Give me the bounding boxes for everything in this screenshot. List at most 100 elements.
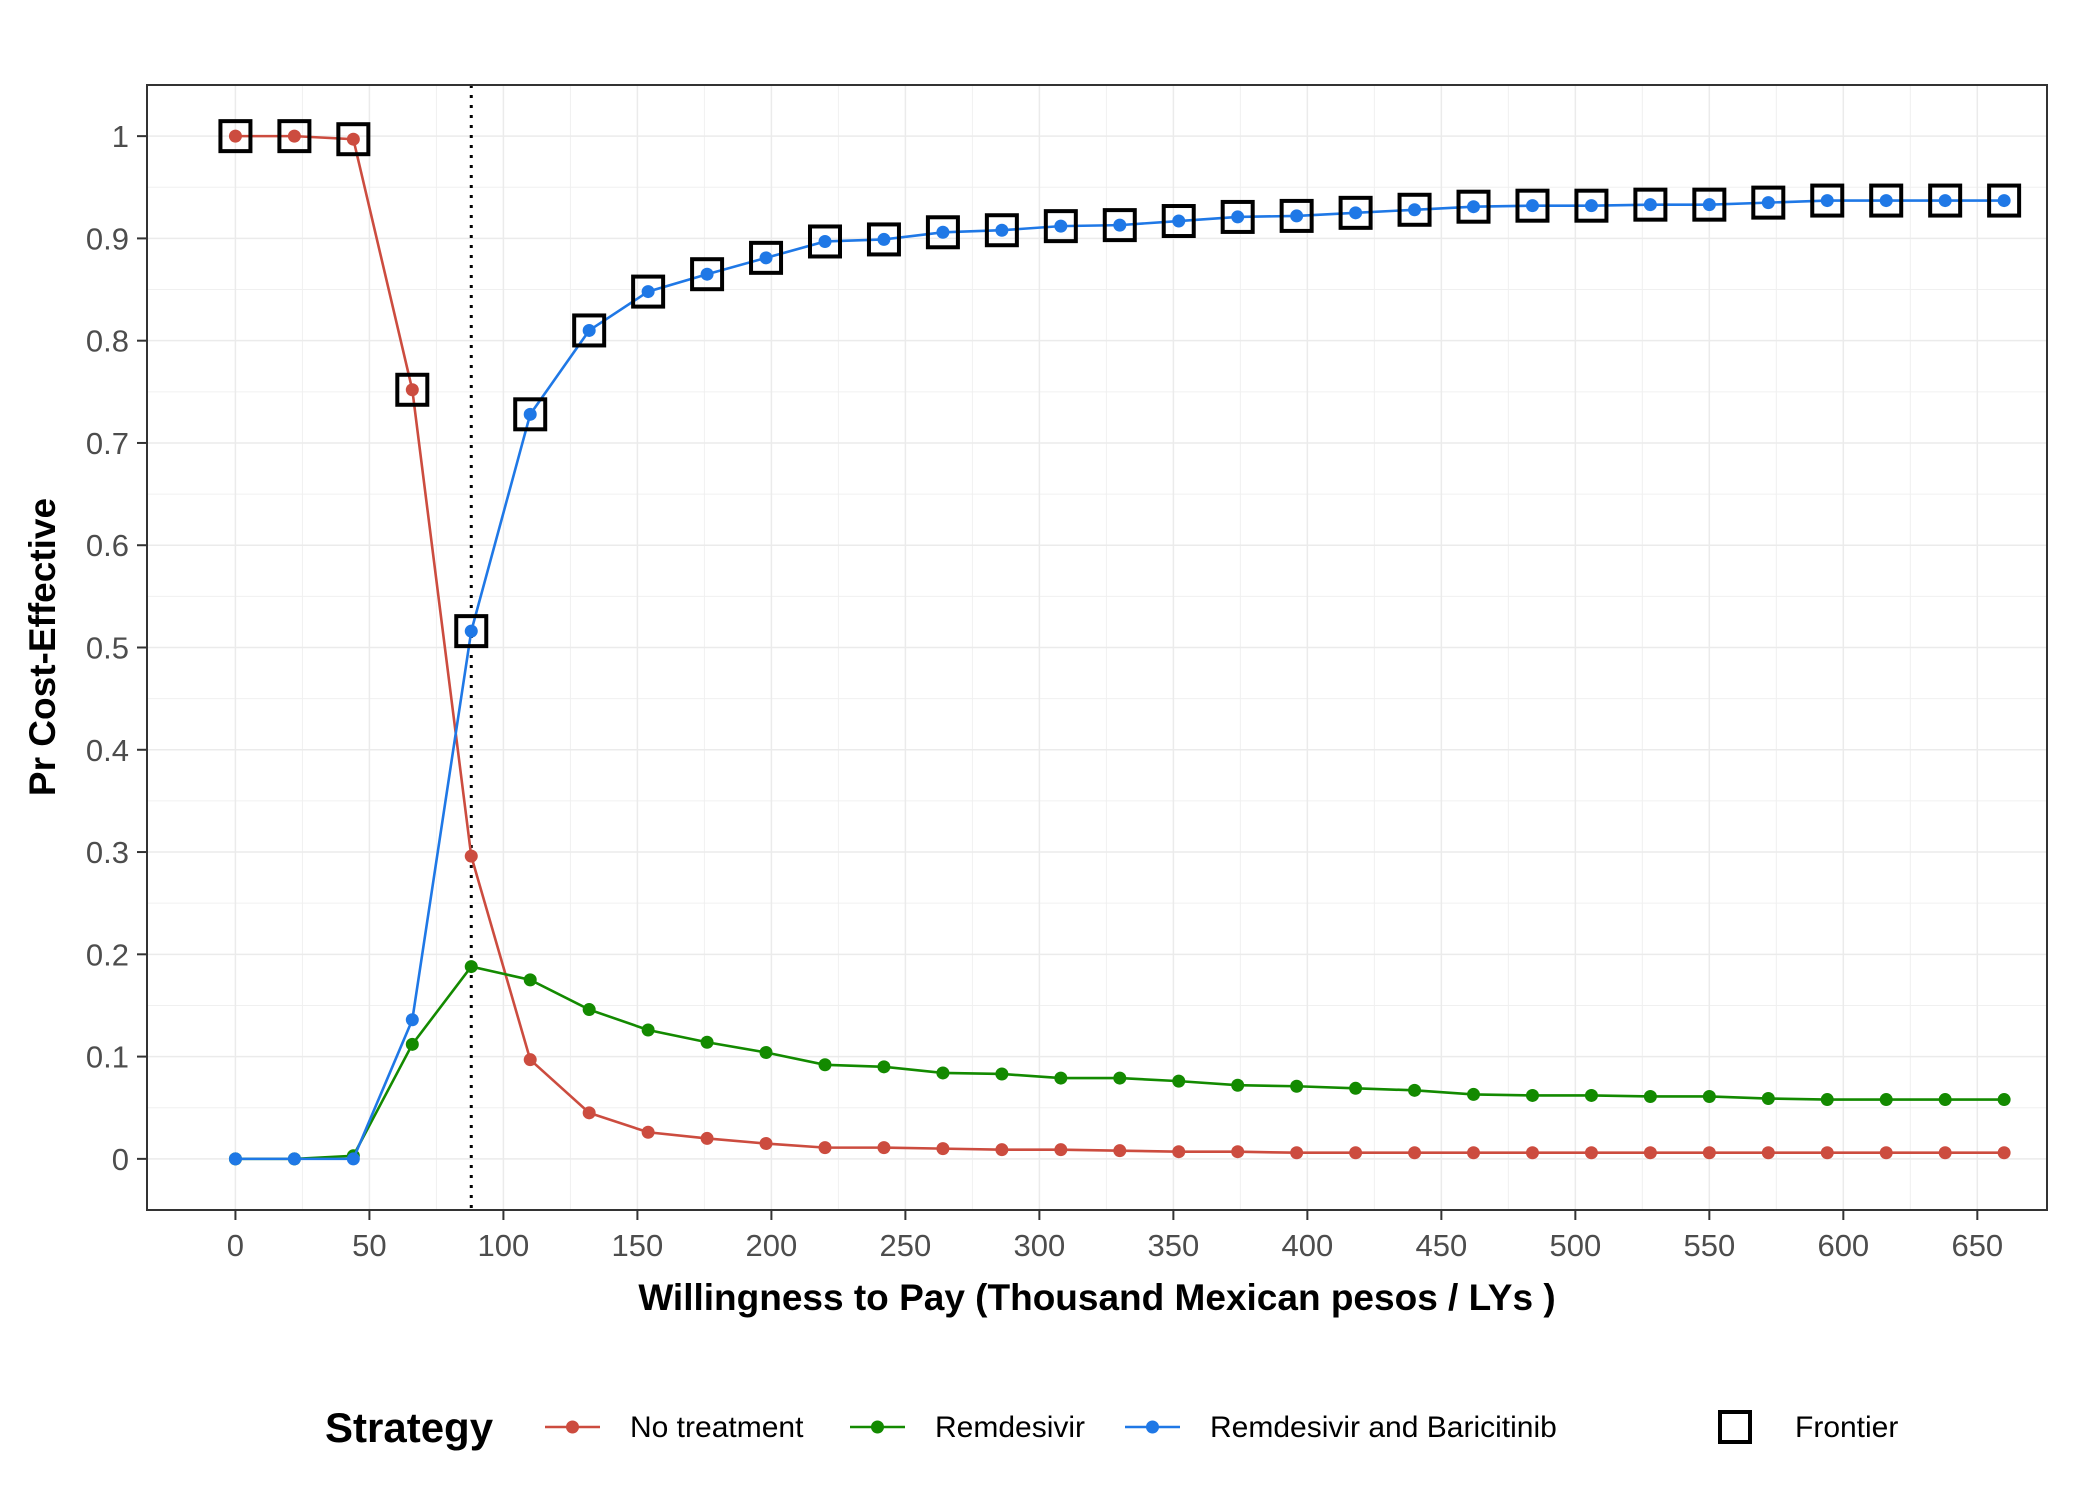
frontier-square (1456, 189, 1491, 224)
y-tick-label: 0.4 (86, 733, 129, 768)
frontier-square (1515, 188, 1550, 223)
legend-items: No treatment Remdesivir Remdesivir and Bar… (545, 1410, 1898, 1444)
data-point-remdesivir-and-baricitinib (1467, 200, 1481, 214)
data-point-no-treatment (641, 1125, 655, 1139)
data-point-remdesivir (1172, 1074, 1186, 1088)
frontier-square (1692, 187, 1727, 222)
data-point-remdesivir (936, 1066, 950, 1080)
frontier-markers (218, 119, 2022, 649)
data-point-remdesivir (1054, 1071, 1068, 1085)
data-point-no-treatment (1467, 1146, 1481, 1160)
legend-title: Strategy (325, 1404, 494, 1451)
data-point-no-treatment (287, 129, 301, 143)
data-point-remdesivir (759, 1046, 773, 1059)
y-tick-label: 0 (112, 1142, 129, 1177)
data-point-remdesivir-and-baricitinib (877, 232, 891, 246)
data-point-no-treatment (1879, 1146, 1893, 1160)
x-tick-label: 150 (612, 1228, 664, 1263)
data-point-remdesivir (1408, 1083, 1422, 1097)
x-tick-label: 200 (746, 1228, 798, 1263)
frontier-square (631, 274, 666, 309)
data-point-no-treatment (346, 132, 360, 146)
legend-key-point-no-treatment (566, 1420, 579, 1434)
x-tick-label: 450 (1415, 1228, 1467, 1263)
frontier-square (1869, 183, 1904, 218)
data-point-no-treatment (818, 1141, 832, 1155)
data-point-remdesivir-and-baricitinib (1113, 218, 1127, 232)
x-tick-label: 250 (880, 1228, 932, 1263)
data-point-remdesivir-and-baricitinib (1231, 210, 1245, 224)
data-point-remdesivir (818, 1058, 832, 1072)
data-point-no-treatment (464, 849, 478, 863)
legend: Strategy No treatment Remdesivir Remdesivi… (325, 1404, 1898, 1451)
data-point-no-treatment (700, 1131, 714, 1145)
frontier-square (395, 372, 430, 407)
data-point-remdesivir (523, 973, 537, 987)
y-tick-label: 0.1 (86, 1040, 129, 1075)
data-point-no-treatment (582, 1106, 596, 1120)
y-tick-label: 0.9 (86, 221, 129, 256)
frontier-square (807, 224, 842, 259)
legend-key-point-remdesivir (871, 1420, 884, 1434)
data-point-remdesivir-and-baricitinib (464, 624, 478, 638)
frontier-square (1102, 208, 1137, 243)
data-point-remdesivir (1820, 1093, 1834, 1107)
data-point-remdesivir-and-baricitinib (1349, 206, 1363, 220)
data-point-no-treatment (1290, 1146, 1304, 1160)
data-point-remdesivir (1702, 1089, 1716, 1103)
data-point-remdesivir-and-baricitinib (1172, 214, 1186, 228)
data-point-remdesivir (405, 1037, 419, 1051)
legend-label-remdesivir: Remdesivir (935, 1411, 1085, 1444)
frontier-square (336, 122, 371, 157)
data-point-no-treatment (1643, 1146, 1657, 1160)
x-tick-label: 600 (1817, 1228, 1869, 1263)
y-tick-label: 0.8 (86, 324, 129, 359)
data-point-remdesivir (1938, 1093, 1952, 1107)
x-tick-label: 550 (1683, 1228, 1735, 1263)
frontier-square (925, 215, 960, 250)
frontier-square (984, 213, 1019, 248)
data-point-remdesivir (641, 1023, 655, 1037)
data-point-no-treatment (1349, 1146, 1363, 1160)
frontier-square (866, 222, 901, 257)
data-point-remdesivir (700, 1035, 714, 1049)
x-tick-label: 300 (1014, 1228, 1066, 1263)
data-point-remdesivir-and-baricitinib (1643, 198, 1657, 212)
data-point-remdesivir (995, 1067, 1009, 1081)
x-tick-label: 100 (478, 1228, 530, 1263)
y-tick-label: 0.2 (86, 937, 129, 972)
legend-label-no-treatment: No treatment (630, 1411, 804, 1444)
data-point-remdesivir (1231, 1078, 1245, 1092)
data-point-no-treatment (1761, 1146, 1775, 1160)
data-point-no-treatment (1231, 1145, 1245, 1159)
y-tick-label: 0.7 (86, 426, 129, 461)
frontier-square (1751, 185, 1786, 220)
data-point-remdesivir (1525, 1088, 1539, 1102)
series-lines (228, 129, 2011, 1166)
data-point-remdesivir-and-baricitinib (1290, 209, 1304, 223)
data-point-no-treatment (1702, 1146, 1716, 1160)
data-point-remdesivir-and-baricitinib (700, 267, 714, 281)
data-point-remdesivir-and-baricitinib (1525, 199, 1539, 213)
legend-label-remdesivir-and-baricitinib: Remdesivir and Baricitinib (1210, 1411, 1557, 1444)
data-point-no-treatment (405, 383, 419, 397)
data-point-remdesivir-and-baricitinib (582, 323, 596, 337)
data-point-no-treatment (759, 1137, 773, 1151)
data-point-remdesivir (1113, 1071, 1127, 1085)
axes: 0 50 100 150 200 250 300 350 400 450 500 550 600 650 0… (86, 119, 2003, 1263)
frontier-square (1161, 204, 1196, 239)
data-point-no-treatment (1938, 1146, 1952, 1160)
data-point-remdesivir-and-baricitinib (995, 223, 1009, 237)
data-point-no-treatment (228, 129, 242, 143)
data-point-no-treatment (1820, 1146, 1834, 1160)
legend-label-frontier: Frontier (1795, 1411, 1898, 1444)
data-point-remdesivir-and-baricitinib (1761, 196, 1775, 210)
x-tick-label: 500 (1549, 1228, 1601, 1263)
y-tick-label: 0.6 (86, 528, 129, 563)
frontier-square (1987, 183, 2022, 218)
data-point-remdesivir (1997, 1093, 2011, 1107)
y-axis-title: Pr Cost-Effective (22, 498, 63, 796)
x-axis-title: Willingness to Pay (Thousand Mexican pes… (638, 1277, 1555, 1318)
y-tick-label: 1 (112, 119, 129, 154)
x-tick-label: 0 (227, 1228, 244, 1263)
